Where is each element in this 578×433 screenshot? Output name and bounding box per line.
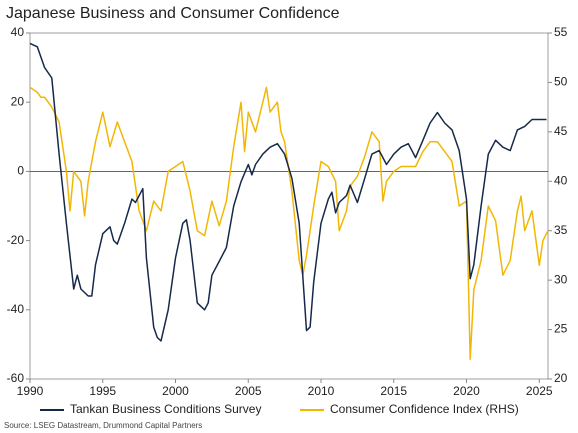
x-tick-label: 2020 bbox=[453, 384, 480, 398]
chart-title: Japanese Business and Consumer Confidenc… bbox=[6, 5, 340, 22]
y-tick-label: -40 bbox=[7, 302, 25, 316]
y-tick-label: 20 bbox=[11, 94, 25, 108]
legend-label: Consumer Confidence Index (RHS) bbox=[330, 402, 519, 416]
y-tick-label: -20 bbox=[7, 233, 25, 247]
x-tick-label: 2015 bbox=[380, 384, 407, 398]
y2-tick-label: 50 bbox=[554, 75, 568, 89]
y2-tick-label: 40 bbox=[554, 173, 568, 187]
plot-frame bbox=[29, 32, 549, 380]
y2-tick-label: 30 bbox=[554, 272, 568, 286]
y-tick-label: 0 bbox=[17, 164, 24, 178]
series-line bbox=[29, 42, 547, 342]
y2-tick-label: 55 bbox=[554, 25, 568, 39]
source-note: Source: LSEG Datastream, Drummond Capita… bbox=[4, 421, 202, 430]
x-tick-label: 2000 bbox=[162, 384, 189, 398]
y-tick-label: 40 bbox=[11, 25, 25, 39]
y2-tick-label: 20 bbox=[554, 371, 568, 385]
x-tick-label: 1990 bbox=[17, 384, 44, 398]
y2-tick-label: 45 bbox=[554, 124, 568, 138]
x-tick-label: 2010 bbox=[308, 384, 335, 398]
x-tick-label: 2025 bbox=[526, 384, 553, 398]
y2-tick-label: 25 bbox=[554, 322, 568, 336]
x-tick-label: 2005 bbox=[235, 384, 262, 398]
x-tick-label: 1995 bbox=[89, 384, 116, 398]
y2-tick-label: 35 bbox=[554, 223, 568, 237]
y-tick-label: -60 bbox=[7, 371, 25, 385]
legend-label: Tankan Business Conditions Survey bbox=[70, 402, 261, 416]
series-line bbox=[29, 86, 549, 360]
